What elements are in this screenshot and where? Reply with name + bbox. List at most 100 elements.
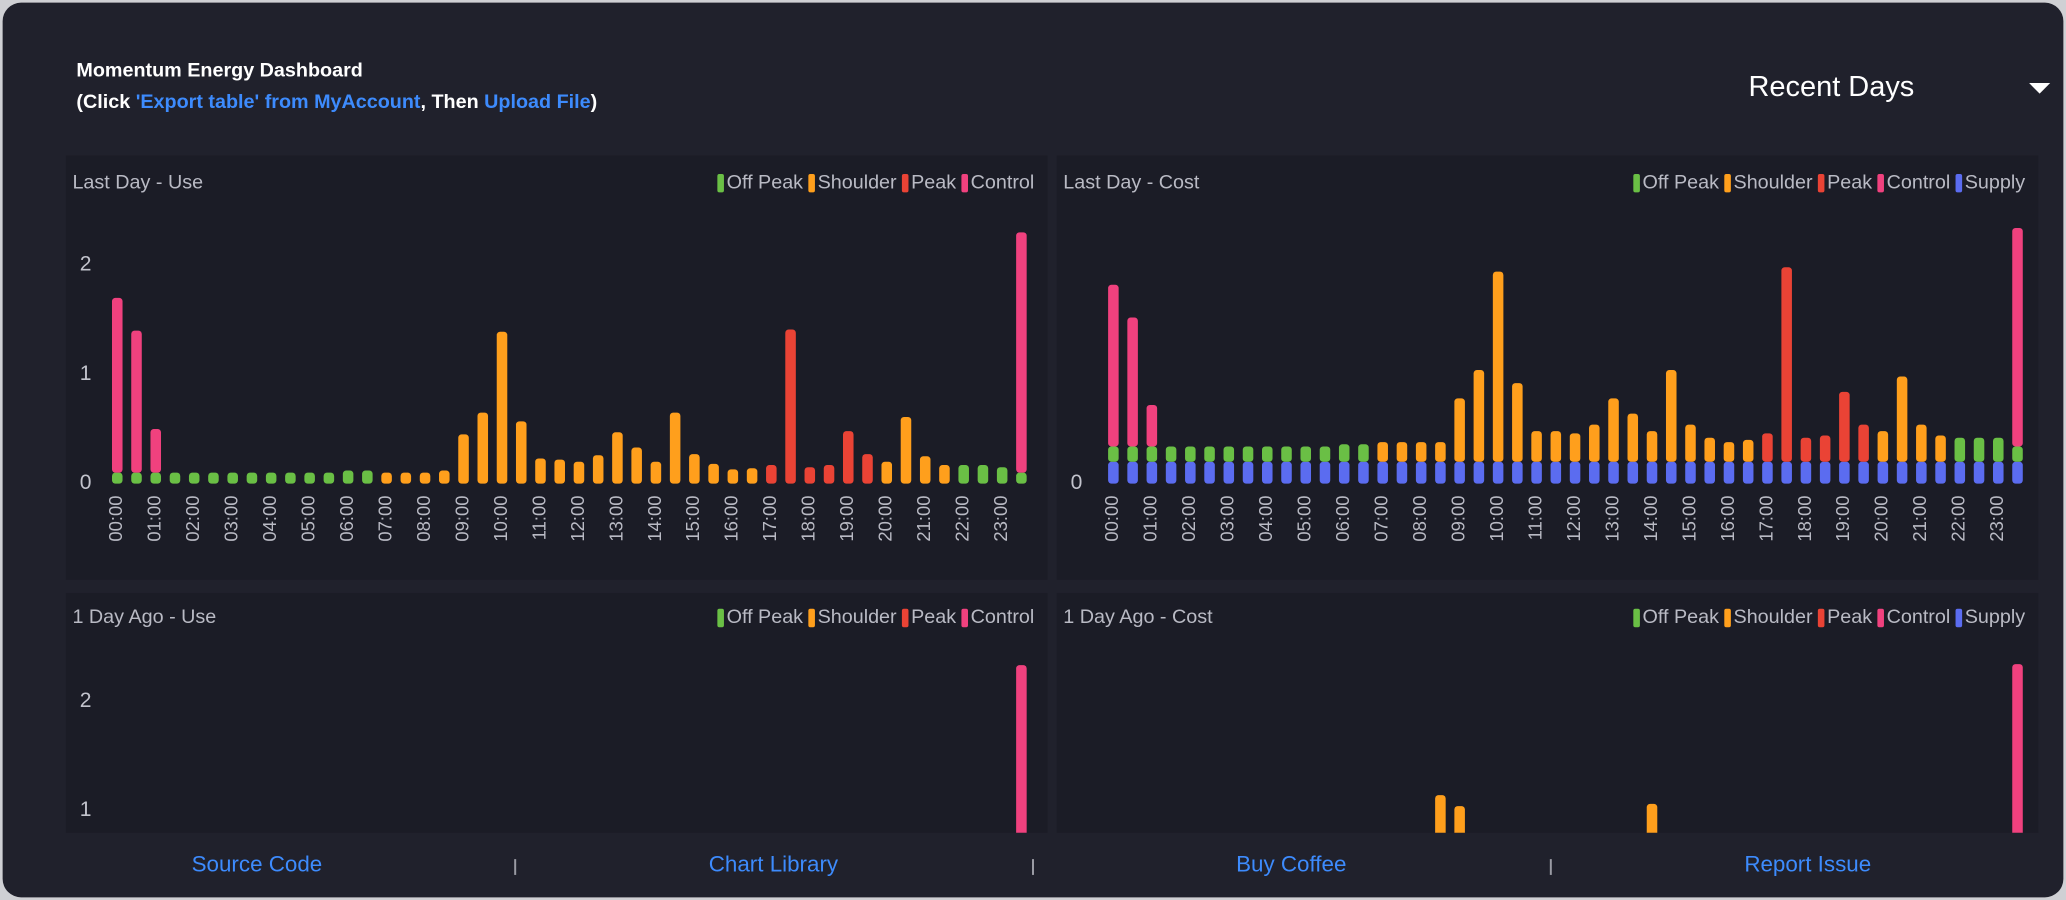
bar-segment <box>535 458 546 484</box>
bar-segment <box>1685 424 1696 462</box>
legend-swatch <box>1817 608 1825 628</box>
instruction-text: (Click <box>76 91 135 113</box>
dashboard-title: Momentum Energy Dashboard <box>76 59 362 81</box>
plot: Last Day - Use Control Peak Shoulder Off Pea… <box>72 171 1034 541</box>
bar-segment <box>977 465 989 484</box>
bar-segment <box>1858 424 1869 462</box>
bar-segment <box>1781 461 1792 484</box>
chart-panel <box>65 155 1048 580</box>
y-tick-label: 2 <box>80 689 92 712</box>
footer-link[interactable]: Report Issue <box>1744 852 1871 877</box>
bar-segment <box>1973 461 1985 484</box>
bar-segment <box>1261 446 1273 462</box>
x-tick-label: 13:00 <box>1601 495 1622 541</box>
bar-segment <box>111 472 123 484</box>
bar-segment <box>1877 461 1889 484</box>
bar-segment <box>1569 461 1581 484</box>
bar-segment <box>1223 461 1235 484</box>
bar-segment <box>1627 413 1639 462</box>
bar-segment <box>554 459 565 484</box>
bar-segment <box>1492 461 1504 484</box>
plot: 1 Day Ago - Cost Supply Control Peak Shoulde… <box>1063 606 2025 833</box>
bar-segment <box>1665 461 1677 484</box>
bar-segment <box>2012 446 2023 462</box>
upload-link[interactable]: Upload File <box>484 91 590 113</box>
bar-segment <box>1146 461 1158 484</box>
export-link[interactable]: 'Export table' from MyAccount <box>136 91 421 113</box>
bar-segment <box>1935 435 1946 462</box>
footer-link[interactable]: Buy Coffee <box>1236 852 1346 877</box>
x-tick-label: 06:00 <box>336 495 357 541</box>
bar-segment <box>862 454 873 484</box>
chart: 1 Day Ago - Use Control Peak Shoulder Off Pe… <box>65 592 1048 833</box>
x-tick-label: 15:00 <box>1678 495 1699 541</box>
bar-segment <box>1377 442 1388 462</box>
bar-segment <box>2012 227 2023 447</box>
bar-segment <box>1877 431 1889 462</box>
bar-segment <box>650 461 662 484</box>
bar-segment <box>1704 461 1715 484</box>
x-tick-label: 00:00 <box>105 495 126 541</box>
x-tick-label: 18:00 <box>1794 495 1815 541</box>
bar-segment <box>1300 446 1312 462</box>
x-tick-label: 19:00 <box>1832 495 1853 541</box>
x-tick-label: 03:00 <box>1217 495 1238 541</box>
bar-segment <box>669 412 681 484</box>
legend-label: Off Peak <box>727 606 804 628</box>
x-tick-label: 09:00 <box>1448 495 1469 541</box>
bar-segment <box>1819 461 1831 484</box>
chart-panel <box>1056 155 2039 580</box>
x-tick-label: 23:00 <box>990 495 1011 541</box>
x-tick-label: 13:00 <box>605 495 626 541</box>
y-tick-label: 2 <box>80 253 92 276</box>
bar-segment <box>1185 446 1196 462</box>
x-tick-label: 17:00 <box>1755 495 1776 541</box>
bar-segment <box>1435 795 1446 833</box>
y-tick-label: 1 <box>80 362 92 385</box>
legend-label: Shoulder <box>1734 171 1813 193</box>
legend-swatch <box>1877 173 1884 193</box>
x-tick-label: 15:00 <box>682 495 703 541</box>
legend-swatch <box>901 173 909 193</box>
x-tick-label: 21:00 <box>1909 495 1930 541</box>
x-tick-label: 17:00 <box>759 495 780 541</box>
y-tick-label: 0 <box>80 471 92 494</box>
bar-segment <box>1935 461 1946 484</box>
legend-label: Control <box>971 171 1035 193</box>
y-tick-label: 0 <box>1071 471 1083 494</box>
bar-segment <box>1646 431 1658 462</box>
bar-segment <box>1454 461 1465 484</box>
bar-segment <box>1589 461 1600 484</box>
dropdown-arrow[interactable] <box>2029 83 2051 94</box>
legend-swatch <box>961 173 969 193</box>
legend-swatch <box>1724 608 1731 628</box>
bar-segment <box>1608 398 1619 462</box>
bar-segment <box>439 470 450 484</box>
x-tick-label: 06:00 <box>1332 495 1353 541</box>
legend-swatch <box>1877 608 1884 628</box>
x-tick-label: 22:00 <box>1948 495 1969 541</box>
footer-link[interactable]: Chart Library <box>709 852 839 877</box>
x-tick-label: 09:00 <box>451 495 472 541</box>
legend-label: Control <box>1887 171 1951 193</box>
bar-segment <box>1512 383 1523 462</box>
x-tick-label: 01:00 <box>1140 495 1161 541</box>
footer-link[interactable]: Source Code <box>192 852 323 877</box>
x-tick-label: 04:00 <box>1255 495 1276 541</box>
bar-segment <box>150 472 162 484</box>
bar-segment <box>727 469 739 484</box>
legend-label: Peak <box>1827 606 1872 628</box>
legend-swatch <box>901 608 909 628</box>
x-tick-label: 20:00 <box>1871 495 1892 541</box>
bar-segment <box>1839 391 1850 462</box>
range-dropdown[interactable]: Recent Days <box>1748 71 1914 103</box>
legend-label: Shoulder <box>1734 606 1813 628</box>
bar-segment <box>1742 439 1754 462</box>
bar-segment <box>1550 461 1562 484</box>
x-tick-label: 02:00 <box>1178 495 1199 541</box>
bar-segment <box>1589 424 1600 462</box>
bar-segment <box>785 329 796 484</box>
bar-segment <box>1261 461 1273 484</box>
